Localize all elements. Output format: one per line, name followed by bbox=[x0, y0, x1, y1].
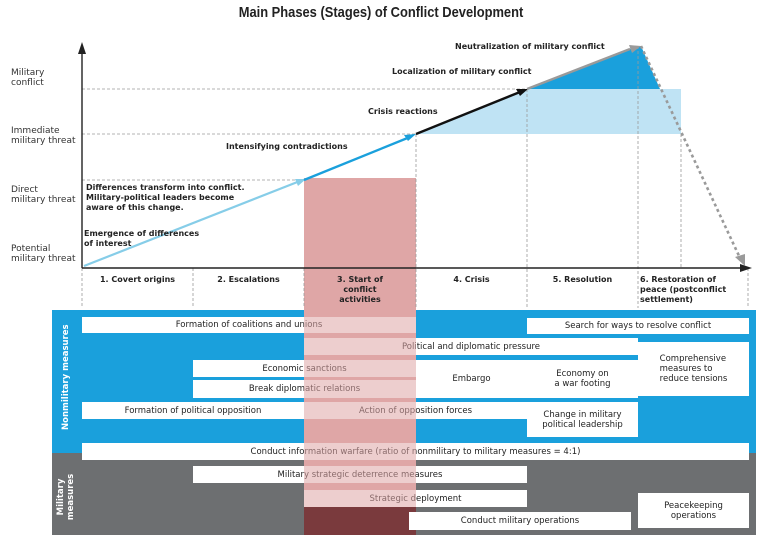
y-axis-arrowhead bbox=[78, 42, 86, 54]
phase-3-band-overlay bbox=[304, 419, 416, 443]
military-conflict-area bbox=[527, 46, 660, 89]
neutralization-line bbox=[639, 45, 742, 259]
phase-3-band-overlay bbox=[304, 443, 416, 460]
annotation-crisis-reactions: Crisis reactions bbox=[368, 107, 438, 116]
measure-comprehensive: Comprehensive measures to reduce tensions bbox=[638, 342, 749, 396]
nonmilitary-measures-label: Nonmilitary measures bbox=[61, 324, 71, 430]
intensifying-arrow bbox=[404, 134, 416, 141]
y-label-potential-threat: Potential military threat bbox=[11, 244, 76, 264]
rising-line-light bbox=[83, 179, 301, 268]
level-guides bbox=[82, 88, 527, 181]
phase-dividers bbox=[81, 46, 749, 308]
localization-line bbox=[526, 47, 631, 91]
measure-military-operations: Conduct military operations bbox=[409, 512, 631, 530]
measure-leadership-change: Change in military political leadership bbox=[527, 402, 638, 437]
x-axis-arrowhead bbox=[740, 264, 752, 272]
intensifying-line bbox=[303, 135, 411, 182]
phase-3-band-overlay bbox=[304, 402, 416, 419]
measure-embargo: Embargo bbox=[416, 360, 527, 398]
phase-3-band-overlay bbox=[304, 483, 416, 490]
phase-3-band-overlay bbox=[304, 317, 416, 333]
y-label-military-conflict: Military conflict bbox=[11, 68, 45, 88]
phase-label-3: 3. Start of conflict activities bbox=[337, 275, 383, 304]
phase-3-band-overlay bbox=[304, 466, 416, 483]
phase-3-band-overlay bbox=[304, 490, 416, 507]
peak-arrow bbox=[629, 45, 641, 53]
phase-3-band-overlay bbox=[304, 310, 416, 317]
phase-3-band-overlay bbox=[304, 380, 416, 398]
phase-3-band-overlay bbox=[304, 360, 416, 377]
crisis-line bbox=[415, 90, 521, 136]
immediate-threat-area bbox=[416, 89, 681, 134]
rising-line-light-arrow bbox=[295, 179, 306, 186]
phase-label-5: 5. Resolution bbox=[552, 275, 613, 284]
measure-economy-war-footing: Economy on a war footing bbox=[527, 360, 638, 398]
y-label-direct-threat: Direct military threat bbox=[11, 185, 76, 205]
phase-label-2: 2. Escalations bbox=[217, 275, 280, 284]
measure-political-opposition: Formation of political opposition bbox=[82, 402, 304, 419]
phase-label-6: 6. Restoration of peace (postconflict sett… bbox=[640, 275, 727, 304]
military-measures-label: Military measures bbox=[56, 473, 76, 521]
annotation-emergence: Emergence of differences of interest bbox=[84, 229, 200, 248]
y-label-immediate-threat: Immediate military threat bbox=[11, 126, 76, 146]
annotation-intensifying: Intensifying contradictions bbox=[226, 142, 348, 151]
phase-3-band-overlay bbox=[304, 338, 416, 355]
descent-arrowhead bbox=[735, 254, 745, 266]
annotation-transform: Differences transform into conflict. Mili… bbox=[86, 183, 245, 212]
phase-label-4: 4. Crisis bbox=[453, 275, 490, 284]
measure-peacekeeping: Peacekeeping operations bbox=[638, 493, 749, 528]
phase-3-band-dark bbox=[304, 507, 409, 535]
annotation-localization: Localization of military conflict bbox=[392, 67, 532, 76]
annotation-neutralization: Neutralization of military conflict bbox=[455, 42, 605, 51]
crisis-arrow bbox=[516, 89, 528, 96]
phase-label-1: 1. Covert origins bbox=[99, 275, 176, 284]
phase-3-band-overlay bbox=[304, 333, 416, 338]
phase-3-band-overlay bbox=[304, 460, 416, 466]
measure-search-resolve: Search for ways to resolve conflict bbox=[527, 318, 749, 334]
diagram-title: Main Phases (Stages) of Conflict Develop… bbox=[238, 4, 524, 21]
